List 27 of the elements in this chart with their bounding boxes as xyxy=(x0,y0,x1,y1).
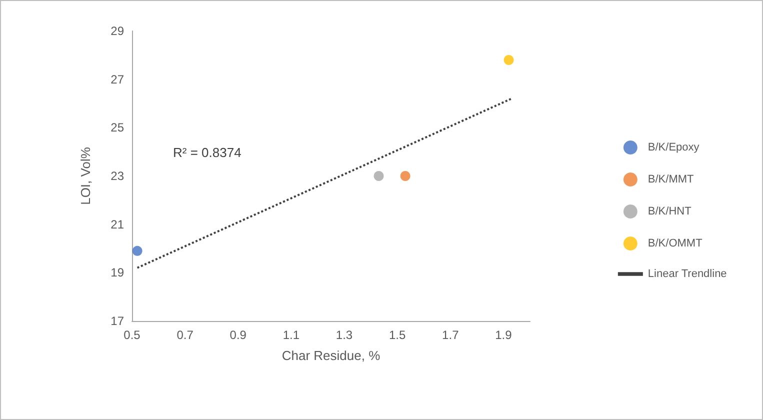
y-tick-label: 21 xyxy=(110,217,124,232)
x-axis-title: Char Residue, % xyxy=(282,348,381,363)
x-tick-label: 0.7 xyxy=(176,328,194,342)
legend-label: B/K/MMT xyxy=(648,174,694,186)
y-tick-label: 19 xyxy=(110,266,124,280)
point xyxy=(400,171,410,181)
x-tick-label: 1.5 xyxy=(388,328,406,342)
legend-label: B/K/HNT xyxy=(648,206,692,218)
point xyxy=(504,55,514,65)
point xyxy=(374,171,384,181)
legend-label: Linear Trendline xyxy=(648,268,727,280)
y-tick-label: 27 xyxy=(110,72,124,86)
annotation: R² = 0.8374 xyxy=(173,145,242,160)
x-tick-label: 0.9 xyxy=(230,328,247,342)
y-tick-label: 23 xyxy=(110,169,124,183)
y-tick-label: 25 xyxy=(110,120,124,135)
point xyxy=(132,246,142,256)
x-tick-label: 1.3 xyxy=(336,328,353,342)
legend-label: B/K/Epoxy xyxy=(648,142,700,154)
y-tick-label: 17 xyxy=(110,314,124,328)
x-tick-label: 1.9 xyxy=(495,328,512,342)
legend-label: B/K/OMMT xyxy=(648,238,703,250)
x-tick-label: 1.1 xyxy=(282,328,300,342)
x-tick-label: 0.5 xyxy=(124,328,141,342)
y-tick-label: 29 xyxy=(110,24,124,38)
x-tick-label: 1.7 xyxy=(442,328,460,342)
y-axis-title: LOI, Vol% xyxy=(78,146,93,205)
